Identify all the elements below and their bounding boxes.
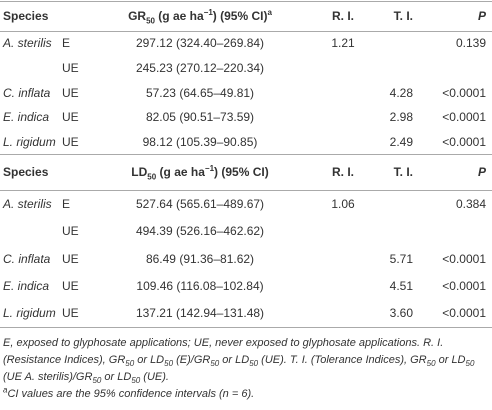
footnote: aCI values are the 95% confidence interv… [3,386,489,403]
text-run: 50 [210,359,220,369]
header-cell: T. I. [393,165,413,179]
table-cell: 297.12 (324.40–269.84) [135,36,265,51]
table-cell: 86.49 (91.36–81.62) [145,251,255,266]
table-cell: 4.51 [389,278,413,293]
table-cell: <0.0001 [442,134,486,149]
text-run: 50 [147,172,157,182]
text-run: (g ae ha [156,165,205,179]
text-run: GR [128,9,147,23]
table-cell: 0.384 [455,196,486,211]
rule-line [0,190,492,191]
table-cell: A. sterilis [3,36,52,51]
footnote: E, exposed to glyphosate applications; U… [3,335,489,386]
text-run: or LD [101,371,132,383]
table-cell: 527.64 (565.61–489.67) [135,196,265,211]
table-cell: UE [62,134,79,149]
table-cell: 98.12 (105.39–90.85) [142,134,258,149]
table-cell: L. rigidum [3,134,56,149]
text-run: (E)/GR [173,354,211,366]
table-cell: <0.0001 [442,85,486,100]
text-run: (UE). [140,371,169,383]
table-cell: UE [62,60,79,75]
table-cell: 3.60 [389,306,413,321]
rule-line [0,1,492,2]
table-cell: <0.0001 [442,110,486,125]
text-run: a [267,8,272,17]
text-run: ) (95% CI) [212,9,268,23]
header-cell: P [477,9,486,23]
table-cell: <0.0001 [442,278,486,293]
table-cell: A. sterilis [3,196,52,211]
table-cell: 2.98 [389,110,413,125]
text-run: 50 [92,376,102,386]
header-cell: LD50 (g ae ha−1) (95% CI) [131,164,269,182]
text-run: 50 [426,359,436,369]
text-run: (UE). T. I. (Tolerance Indices), GR [258,354,427,366]
text-run: −1 [203,8,213,17]
text-run: 50 [164,359,174,369]
table-cell: C. inflata [3,251,51,266]
table-cell: C. inflata [3,85,51,100]
text-run: (g ae ha [154,9,204,23]
header-cell: R. I. [331,165,355,179]
table-cell: E [62,36,71,51]
header-cell: T. I. [393,9,413,23]
table-cell: UE [62,110,79,125]
table-cell: E. indica [3,110,50,125]
header-cell: Species [3,9,49,23]
rule-line [0,154,492,155]
text-run: LD [131,165,148,179]
text-run: E, exposed to glyphosate applications; U… [3,337,444,366]
rule-line [0,31,492,32]
table-cell: 137.21 (142.94–131.48) [135,306,265,321]
table-cell: UE [62,224,79,239]
table-cell: UE [62,85,79,100]
header-cell: P [477,165,486,179]
text-run: or LD [134,354,165,366]
text-run: −1 [204,164,215,173]
table-cell: 57.23 (64.65–49.81) [145,85,255,100]
table-cell: 5.71 [389,251,413,266]
header-cell: Species [3,165,49,179]
table-cell: 494.39 (526.16–462.62) [135,224,265,239]
table-cell: 0.139 [455,36,486,51]
table-cell: L. rigidum [3,306,56,321]
text-run: a [3,385,8,395]
text-run: 50 [249,359,259,369]
text-run: or LD [435,354,466,366]
table-cell: 1.06 [331,196,355,211]
text-run: 50 [465,359,475,369]
table-cell: 245.23 (270.12–220.34) [135,60,265,75]
table-cell: <0.0001 [442,306,486,321]
text-run: CI values are the 95% confidence interva… [7,388,255,400]
table-cell: <0.0001 [442,251,486,266]
text-run: ) (95% CI) [214,165,269,179]
table-cell: 109.46 (116.08–102.84) [136,278,264,293]
table-cell: E. indica [3,278,50,293]
table-cell: UE [62,251,79,266]
table-cell: 1.21 [331,36,355,51]
text-run: 50 [146,16,155,26]
text-run: (UE A. sterilis)/GR [3,371,93,383]
table-cell: UE [62,278,79,293]
header-cell: GR50 (g ae ha−1) (95% CI)a [128,8,272,26]
table-cell: E [62,196,71,211]
table-cell: 82.05 (90.51–73.59) [145,110,255,125]
table-cell: UE [62,306,79,321]
table-cell: 4.28 [389,85,413,100]
header-cell: R. I. [331,9,355,23]
text-run: or LD [219,354,250,366]
rule-line [0,327,492,328]
table-cell: 2.49 [389,134,413,149]
text-run: 50 [131,376,141,386]
text-run: 50 [125,359,135,369]
